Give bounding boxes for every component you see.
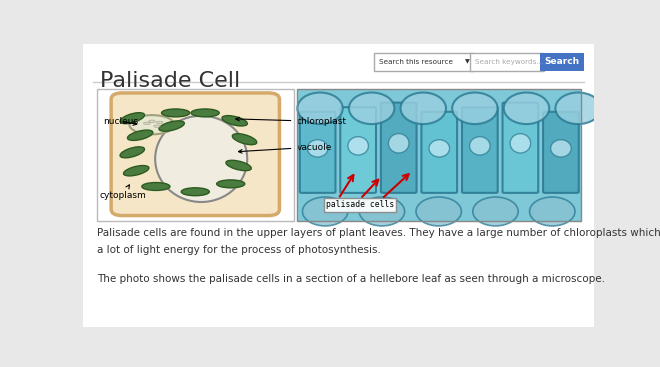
Text: palisade cells: palisade cells: [326, 200, 394, 209]
Text: ▼: ▼: [465, 59, 470, 64]
Ellipse shape: [429, 140, 449, 157]
Ellipse shape: [216, 180, 245, 188]
FancyBboxPatch shape: [470, 52, 544, 71]
Ellipse shape: [504, 92, 549, 124]
Text: Palisade Cell: Palisade Cell: [100, 71, 241, 91]
Ellipse shape: [155, 116, 248, 202]
Ellipse shape: [302, 197, 348, 226]
FancyBboxPatch shape: [543, 112, 579, 193]
Ellipse shape: [162, 109, 189, 117]
Text: Search keywords...: Search keywords...: [475, 59, 543, 65]
Text: chloroplast: chloroplast: [236, 117, 346, 126]
Ellipse shape: [222, 116, 248, 126]
Ellipse shape: [348, 137, 368, 155]
Text: vacuole: vacuole: [238, 142, 332, 153]
FancyBboxPatch shape: [462, 107, 498, 193]
FancyBboxPatch shape: [97, 89, 294, 221]
Ellipse shape: [232, 134, 257, 145]
FancyBboxPatch shape: [541, 52, 583, 71]
Ellipse shape: [469, 137, 490, 155]
Ellipse shape: [452, 92, 498, 124]
Text: Search: Search: [544, 57, 579, 66]
Ellipse shape: [308, 140, 328, 157]
Ellipse shape: [120, 147, 145, 158]
Text: nucleus: nucleus: [103, 117, 138, 126]
FancyBboxPatch shape: [381, 103, 416, 193]
Ellipse shape: [123, 166, 149, 176]
Ellipse shape: [148, 120, 155, 123]
Ellipse shape: [550, 140, 571, 157]
Text: The photo shows the palisade cells in a section of a hellebore leaf as seen thro: The photo shows the palisade cells in a …: [97, 275, 605, 284]
Ellipse shape: [156, 121, 163, 124]
Ellipse shape: [129, 115, 174, 134]
FancyBboxPatch shape: [77, 41, 599, 330]
Text: cytoplasm: cytoplasm: [100, 185, 146, 200]
Ellipse shape: [159, 121, 184, 131]
FancyBboxPatch shape: [300, 112, 335, 193]
FancyBboxPatch shape: [324, 198, 396, 212]
Ellipse shape: [401, 92, 446, 124]
FancyBboxPatch shape: [341, 107, 376, 193]
Bar: [297, 89, 581, 221]
Text: Search this resource: Search this resource: [379, 59, 453, 65]
Ellipse shape: [473, 197, 518, 226]
Ellipse shape: [226, 160, 251, 171]
Ellipse shape: [556, 92, 601, 124]
FancyBboxPatch shape: [374, 52, 474, 71]
Ellipse shape: [389, 134, 409, 153]
FancyBboxPatch shape: [421, 112, 457, 193]
Ellipse shape: [529, 197, 575, 226]
Ellipse shape: [182, 188, 209, 196]
Ellipse shape: [359, 197, 405, 226]
Text: Palisade cells are found in the upper layers of plant leaves. They have a large : Palisade cells are found in the upper la…: [97, 228, 660, 238]
Ellipse shape: [191, 109, 219, 117]
Ellipse shape: [416, 197, 461, 226]
Ellipse shape: [297, 92, 343, 124]
Ellipse shape: [142, 182, 170, 190]
Ellipse shape: [143, 122, 150, 124]
Text: a lot of light energy for the process of photosynthesis.: a lot of light energy for the process of…: [97, 245, 381, 255]
FancyBboxPatch shape: [111, 93, 279, 215]
Ellipse shape: [349, 92, 395, 124]
Ellipse shape: [510, 134, 531, 153]
Ellipse shape: [120, 113, 145, 124]
Ellipse shape: [154, 125, 160, 127]
Bar: [297, 89, 581, 221]
FancyBboxPatch shape: [502, 103, 539, 193]
Ellipse shape: [127, 130, 153, 141]
